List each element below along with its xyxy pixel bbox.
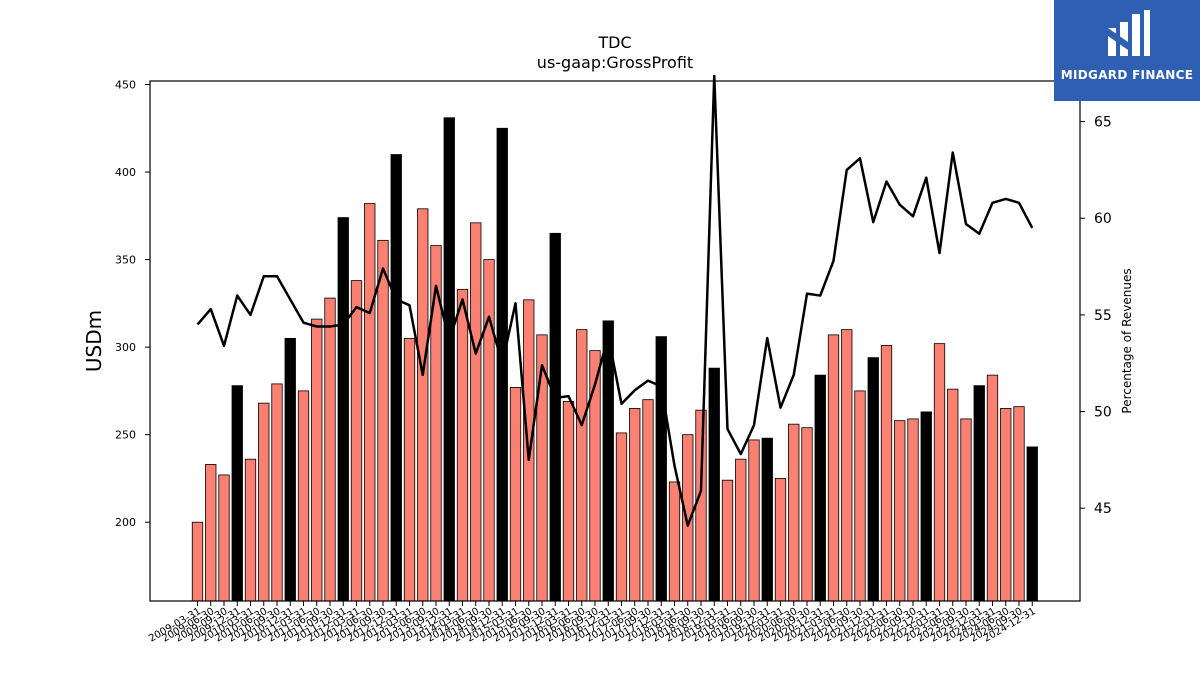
- bar-2018-03-31: [668, 481, 681, 602]
- bar-2020-09-30: [801, 427, 813, 602]
- bar-2014-12-31: [496, 127, 508, 602]
- bar-2022-03-31: [880, 344, 893, 602]
- bar-2019-09-30: [748, 439, 760, 602]
- bar-2021-03-31: [827, 334, 840, 602]
- bar-2016-03-31: [562, 400, 575, 602]
- y-tick-label: 300: [115, 341, 136, 354]
- bar-2012-03-31: [350, 280, 363, 602]
- bar-2022-06-30: [894, 420, 906, 602]
- bar-2012-09-30: [377, 239, 389, 602]
- bar-2023-12-31: [973, 385, 985, 602]
- bar-2023-06-30: [947, 388, 959, 602]
- chart-subtitle: us-gaap:GrossProfit: [537, 53, 693, 72]
- bar-2023-09-30: [960, 418, 972, 602]
- y-tick-label: 450: [115, 79, 136, 92]
- bar-series: [191, 117, 1038, 602]
- bar-2021-06-30: [841, 329, 853, 602]
- bar-2024-06-30: [1000, 408, 1012, 602]
- brand-name: MIDGARD FINANCE: [1060, 68, 1194, 82]
- bar-2024-03-31: [986, 374, 999, 602]
- y2-tick-label: 60: [1094, 211, 1112, 227]
- bar-2009-03-31: [191, 521, 204, 602]
- percentage-line: [196, 75, 1034, 527]
- bar-2010-09-30: [271, 383, 283, 602]
- bar-2020-06-30: [788, 423, 800, 602]
- bar-2011-06-30: [311, 318, 323, 602]
- bar-2015-12-31: [549, 232, 561, 602]
- bar-2017-09-30: [642, 399, 654, 602]
- x-axis: 2009-03-312009-06-302009-09-302009-12-31…: [147, 601, 1038, 645]
- bar-2013-12-31: [443, 117, 455, 602]
- bar-2012-06-30: [364, 203, 376, 602]
- bar-2014-09-30: [483, 259, 495, 602]
- chart-title: TDC: [597, 33, 631, 52]
- right-axis: 45 50 55 60 65: [1080, 115, 1112, 517]
- bar-2009-06-30: [205, 464, 217, 602]
- bar-2021-09-30: [854, 390, 866, 602]
- bar-2016-06-30: [576, 329, 588, 602]
- y2-tick-label: 45: [1094, 501, 1112, 517]
- bar-2014-06-30: [470, 222, 482, 602]
- midgard-logo-icon: [1108, 10, 1150, 56]
- bar-2018-09-30: [695, 409, 707, 602]
- bar-2016-12-31: [602, 320, 614, 602]
- bar-2019-03-31: [721, 479, 734, 602]
- bar-2020-12-31: [814, 374, 826, 602]
- y2-tick-label: 65: [1094, 115, 1112, 131]
- y-tick-label: 250: [115, 429, 136, 442]
- bar-2011-03-31: [297, 390, 310, 602]
- bar-2012-12-31: [390, 154, 402, 602]
- y-tick-label: 350: [115, 254, 136, 267]
- bar-2017-03-31: [615, 432, 628, 602]
- y-tick-label: 400: [115, 166, 136, 179]
- bar-2013-03-31: [403, 337, 416, 602]
- plot-frame: [149, 80, 1081, 602]
- bar-2021-12-31: [867, 357, 879, 602]
- bar-2023-03-31: [933, 343, 946, 602]
- bar-2009-09-30: [218, 474, 230, 602]
- bar-2010-06-30: [258, 402, 270, 602]
- bar-2009-12-31: [231, 385, 243, 602]
- brand-logo: MIDGARD FINANCE: [1054, 0, 1200, 101]
- bar-2022-12-31: [920, 411, 932, 602]
- bar-2019-06-30: [735, 458, 747, 602]
- left-axis: 200 250 300 350 400 450: [115, 79, 150, 529]
- bar-2020-03-31: [774, 478, 787, 602]
- bar-2018-12-31: [708, 367, 720, 602]
- bar-2024-09-30: [1013, 406, 1025, 602]
- bar-2019-12-31: [761, 437, 773, 602]
- bar-2017-12-31: [655, 336, 667, 602]
- bar-2015-03-31: [509, 386, 522, 602]
- y2-axis-label: Percentage of Revenues: [1120, 268, 1134, 413]
- bar-2013-06-30: [417, 208, 429, 602]
- y-tick-label: 200: [115, 516, 136, 529]
- bar-2017-06-30: [629, 408, 641, 602]
- y2-tick-label: 50: [1094, 405, 1112, 421]
- y-axis-label: USDm: [82, 310, 106, 372]
- bar-2011-09-30: [324, 297, 336, 602]
- bar-2011-12-31: [337, 217, 349, 602]
- y2-tick-label: 55: [1094, 308, 1112, 324]
- bar-2014-03-31: [456, 288, 469, 602]
- bar-2022-09-30: [907, 418, 919, 602]
- bar-2010-03-31: [244, 458, 257, 602]
- bar-2010-12-31: [284, 337, 296, 602]
- bar-2024-12-31: [1026, 446, 1038, 602]
